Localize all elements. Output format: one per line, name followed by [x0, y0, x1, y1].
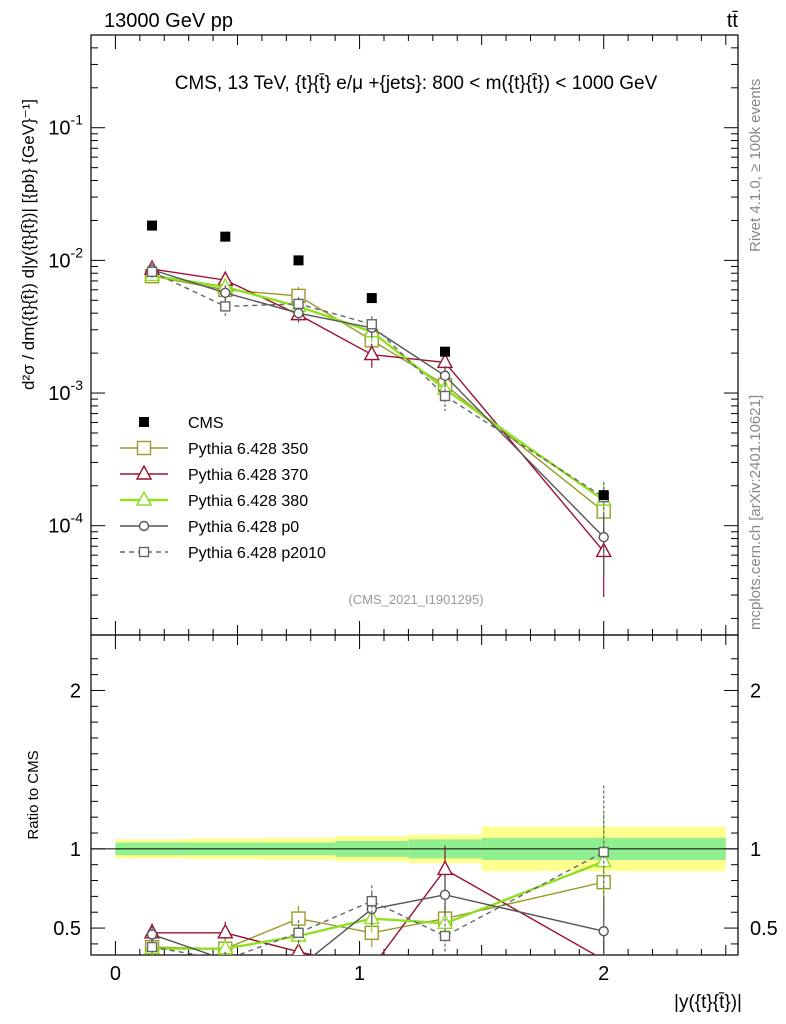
- y-tick-label: 10-3: [48, 377, 83, 405]
- data-point: [440, 346, 451, 357]
- main-axis-ticks: 10-1 10-2 10-3 10-4: [48, 34, 738, 635]
- ratio-uncertainty-bands: [91, 826, 738, 872]
- series-cms: [147, 220, 609, 501]
- main-panel: 10-1 10-2 10-3 10-4 CMS, 13 TeV, {t}{t̄} e/…: [19, 34, 739, 636]
- data-point: [138, 520, 150, 532]
- ratio-y-tick-label-left: 1: [70, 839, 81, 861]
- legend-label: Pythia 6.428 p2010: [188, 545, 326, 562]
- series-pythia-6-428-380: [143, 265, 612, 523]
- energy-label: 13000 GeV pp: [104, 10, 233, 32]
- data-point: [135, 464, 153, 480]
- mcplots-label: mcplots.cern.ch [arXiv:2401.10621]: [747, 395, 764, 630]
- rivet-label: Rivet 4.1.0, ≥ 100k events: [747, 79, 764, 252]
- legend-label: Pythia 6.428 380: [188, 493, 308, 510]
- data-point: [293, 298, 304, 310]
- data-point: [436, 859, 454, 876]
- data-point: [439, 930, 451, 942]
- ratio-y-tick-label-right: 1: [750, 839, 761, 861]
- data-point: [366, 319, 377, 330]
- data-point: [291, 942, 306, 955]
- ratio-y-tick-label-left: 2: [70, 680, 81, 702]
- legend-label: Pythia 6.428 350: [188, 441, 308, 458]
- data-point: [220, 231, 231, 242]
- main-title: CMS, 13 TeV, {t}{t̄} e/μ +{jets}: 800 < …: [175, 73, 658, 94]
- ratio-y-tick-label-left: 0.5: [53, 918, 81, 940]
- ratio-panel: 0 1 2 0.5 0.5 1 1 2 2 Ratio to CMS |y({t}{t̄})|: [25, 634, 778, 1013]
- data-point: [135, 490, 153, 506]
- series-line: [151, 274, 605, 502]
- process-label: tt̄: [727, 10, 739, 32]
- data-point: [136, 440, 152, 456]
- legend-item: Pythia 6.428 p2010: [120, 545, 326, 562]
- data-point: [598, 531, 609, 543]
- series-line: [152, 868, 597, 955]
- legend-label: Pythia 6.428 p0: [188, 519, 299, 536]
- y-tick-label: 10-1: [48, 112, 83, 140]
- data-point: [439, 370, 451, 381]
- legend-item: Pythia 6.428 370: [120, 464, 308, 484]
- series-line: [151, 851, 605, 955]
- data-point: [436, 913, 454, 930]
- data-point: [439, 390, 451, 402]
- analysis-annotation: (CMS_2021_I1901295): [348, 592, 483, 607]
- legend-item: Pythia 6.428 p0: [120, 519, 299, 536]
- ratio-y-tick-label-right: 0.5: [750, 918, 778, 940]
- series-line: [151, 268, 605, 552]
- ratio-frame: [90, 634, 739, 956]
- series-line: [151, 894, 604, 955]
- ratio-y-tick-label-right: 2: [750, 680, 761, 702]
- series-line: [152, 860, 605, 950]
- data-point: [217, 923, 234, 939]
- x-tick-label: 0: [110, 963, 121, 985]
- series-pythia-6-428-p2010: [146, 785, 609, 955]
- main-ylabel: d²σ / dm({t}{t̄}) d|y({t}{t̄})| [{pb} {G…: [19, 99, 38, 390]
- legend-item: CMS: [139, 415, 224, 432]
- main-series-group: [143, 220, 612, 598]
- series-line: [151, 271, 605, 498]
- ratio-ylabel: Ratio to CMS: [25, 750, 42, 839]
- data-point: [439, 889, 451, 901]
- legend-item: Pythia 6.428 350: [120, 440, 308, 458]
- data-point: [220, 287, 231, 298]
- y-tick-label: 10-4: [48, 510, 83, 538]
- x-tick-label: 2: [598, 963, 609, 985]
- x-tick-label: 1: [354, 963, 365, 985]
- data-point: [293, 307, 304, 319]
- data-point: [138, 546, 150, 558]
- legend-label: CMS: [188, 415, 224, 432]
- ratio-axis-ticks: 0 1 2 0.5 0.5 1 1 2 2: [53, 635, 778, 985]
- series-pythia-6-428-380: [143, 814, 612, 955]
- legend: CMS Pythia 6.428 350 Pythia 6.428 370 Pythi…: [120, 415, 326, 562]
- data-point: [598, 490, 609, 501]
- data-point: [147, 220, 158, 231]
- data-point: [293, 255, 304, 266]
- data-point: [220, 301, 231, 312]
- series-line: [151, 269, 605, 538]
- data-point: [598, 926, 609, 937]
- data-point: [293, 927, 304, 939]
- ratio-series-group: [143, 785, 612, 955]
- ratio-xlabel: |y({t}{t̄})|: [674, 992, 742, 1013]
- data-point: [366, 895, 377, 907]
- legend-item: Pythia 6.428 380: [120, 490, 308, 510]
- data-point: [146, 941, 158, 953]
- legend-label: Pythia 6.428 370: [188, 467, 308, 484]
- data-point: [146, 266, 158, 278]
- data-point: [598, 846, 609, 858]
- data-point: [146, 929, 158, 940]
- data-point: [366, 293, 377, 304]
- y-tick-label: 10-2: [48, 244, 83, 272]
- data-point: [363, 345, 380, 361]
- data-point: [139, 417, 149, 427]
